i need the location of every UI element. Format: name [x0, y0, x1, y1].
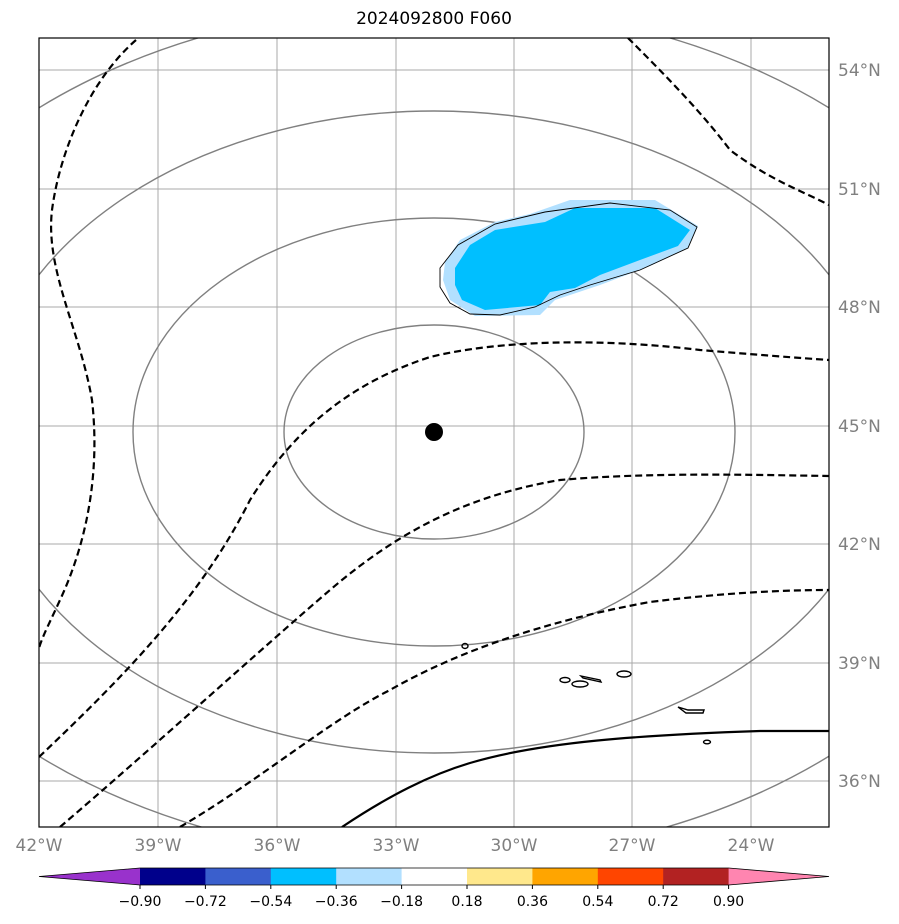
range-ring-1: [283, 324, 585, 540]
colorbar-segment: [401, 868, 468, 885]
colorbar-segment: [205, 868, 272, 885]
lat-label: 36°N: [838, 772, 881, 792]
lat-label: 54°N: [838, 61, 881, 81]
lon-gridlines: [157, 38, 752, 827]
lon-label: 24°W: [728, 836, 775, 856]
island-6: [702, 739, 712, 745]
colorbar-segment: [140, 868, 206, 885]
range-ring-3: [39, 110, 829, 754]
colorbar-tick-label: 0.18: [451, 894, 482, 910]
contour-south-1: [179, 588, 829, 827]
lon-label: 36°W: [254, 836, 301, 856]
colorbar-tick-label: −0.36: [315, 894, 358, 910]
colorbar-extend-high: [728, 868, 829, 885]
plot-title: 2024092800 F060: [356, 9, 512, 29]
colorbar-tick-label: −0.54: [249, 894, 292, 910]
colorbar-segment: [663, 868, 730, 885]
lat-label: 45°N: [838, 417, 881, 437]
lon-label: 39°W: [135, 836, 182, 856]
colorbar-tick-label: 0.90: [713, 894, 744, 910]
lat-labels: 54°N 51°N 48°N 45°N 42°N 39°N 36°N: [838, 61, 881, 792]
storm-center-marker: [425, 423, 443, 441]
lon-label: 42°W: [16, 836, 63, 856]
colorbar: −0.90 −0.72 −0.54 −0.36 −0.18 0.18 0.36 0.54 0.7…: [38, 867, 830, 910]
shade-strong-region: [455, 208, 690, 310]
plot-frame: [38, 37, 830, 828]
lon-label: 27°W: [609, 836, 656, 856]
colorbar-segment: [597, 868, 664, 885]
dashed-contours: [39, 38, 829, 827]
lon-label: 33°W: [373, 836, 420, 856]
colorbar-segment: [467, 868, 533, 885]
island-5: [677, 706, 705, 714]
range-ring-2: [132, 217, 736, 647]
anomaly-shading: [439, 200, 698, 316]
contour-northeast: [627, 38, 829, 206]
islands: [461, 642, 712, 745]
lat-label: 42°N: [838, 535, 881, 555]
colorbar-segment: [270, 868, 337, 885]
colorbar-extend-low: [39, 868, 140, 885]
island-1: [559, 676, 571, 684]
colorbar-segment: [532, 868, 599, 885]
island-4: [616, 670, 632, 678]
island-corvo: [461, 642, 469, 650]
colorbar-tick-label: −0.72: [184, 894, 227, 910]
colorbar-tick-label: 0.54: [582, 894, 613, 910]
colorbar-segment: [336, 868, 403, 885]
island-2: [571, 680, 589, 688]
lat-label: 39°N: [838, 654, 881, 674]
island-3: [578, 674, 603, 684]
lon-label: 30°W: [491, 836, 538, 856]
colorbar-tick-label: −0.18: [380, 894, 423, 910]
map-panel: [39, 38, 829, 827]
lat-label: 51°N: [838, 180, 881, 200]
colorbar-tick-label: 0.72: [648, 894, 679, 910]
contour-west-1: [39, 39, 137, 649]
solid-contour: [341, 729, 829, 827]
range-rings: [39, 38, 829, 827]
colorbar-tick-label: −0.90: [119, 894, 162, 910]
colorbar-tick-label: 0.36: [517, 894, 548, 910]
contour-center-2: [59, 473, 829, 827]
contour-center-1: [39, 341, 829, 758]
lat-label: 48°N: [838, 298, 881, 318]
lon-labels: 42°W 39°W 36°W 33°W 30°W 27°W 24°W: [16, 836, 775, 856]
shade-outline: [439, 202, 698, 316]
